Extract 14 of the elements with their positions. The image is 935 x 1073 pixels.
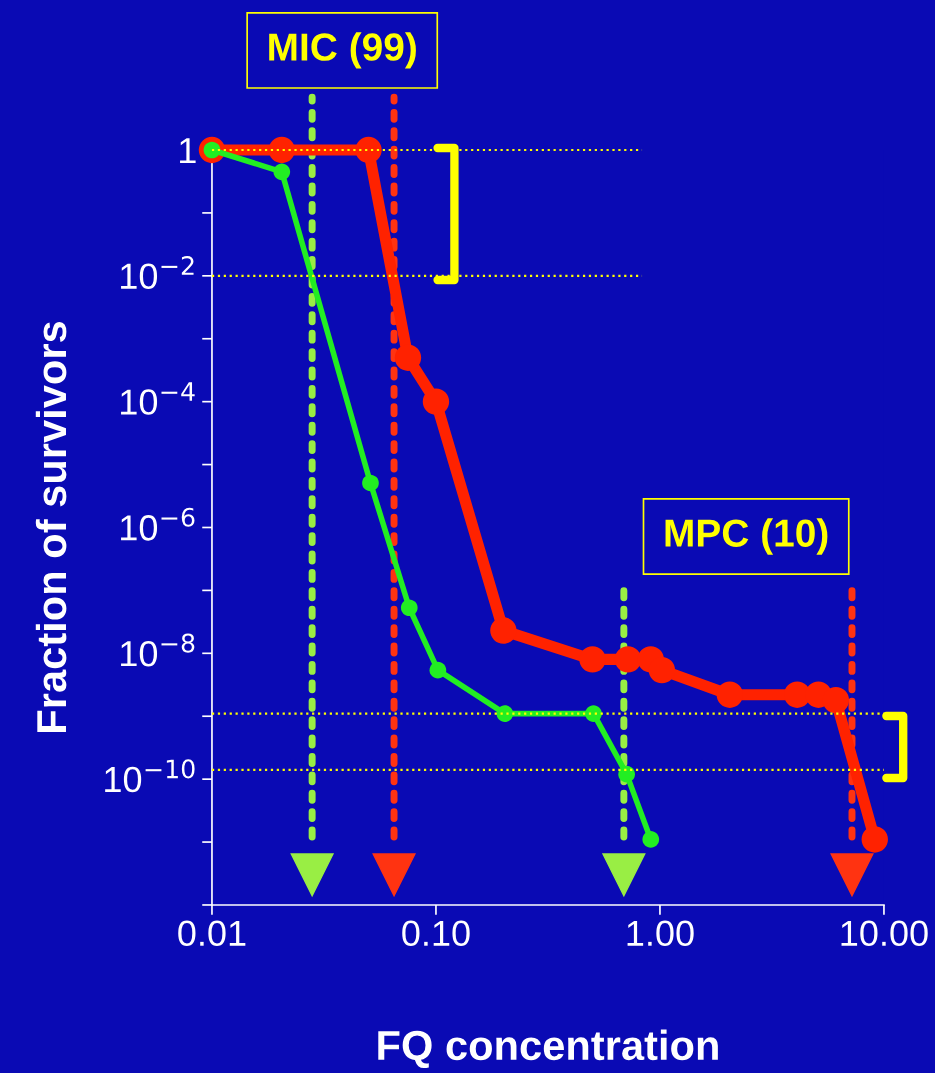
text: MIC (99) bbox=[269, 32, 416, 69]
y-tick-label: 10$^{−2}$ bbox=[121, 256, 194, 289]
x-tick-label: 10.00 bbox=[841, 920, 928, 947]
annotation: MPC (10) bbox=[665, 518, 828, 555]
y-tick-label: 10$^{−8}$ bbox=[121, 633, 195, 667]
x-tick-label: 1.00 bbox=[627, 920, 694, 947]
x-tick-label: 0.01 bbox=[178, 920, 246, 947]
x-tick-label: 0.10 bbox=[402, 920, 470, 947]
y-tick-label: 1 bbox=[180, 138, 196, 164]
y-tick-label: 10$^{−4}$ bbox=[121, 382, 195, 415]
y-tick-label: 10$^{−6}$ bbox=[121, 507, 195, 541]
y-tick-label: 10$^{−10}$ bbox=[105, 759, 195, 793]
x-axis-title: FQ concentration bbox=[378, 1029, 718, 1068]
y-axis-title: Fraction of survivors bbox=[35, 321, 67, 732]
